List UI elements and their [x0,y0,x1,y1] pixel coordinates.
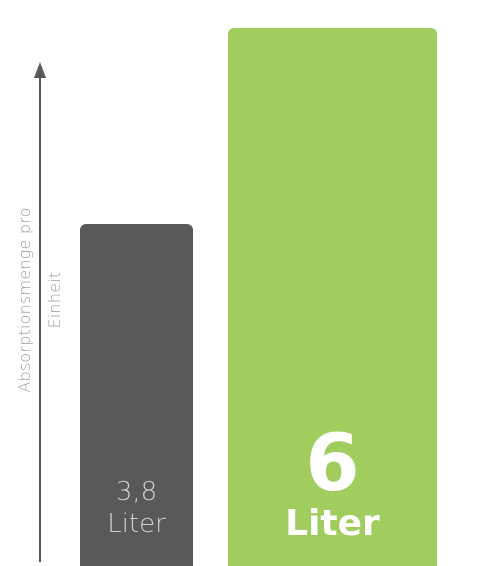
y-axis-title: Absorptionsmenge pro Einheit [15,207,64,392]
bar-2-unit-text: Liter [285,503,380,544]
bar-1-data-label: 3,8 Liter [80,476,193,540]
bar-2 [228,27,437,566]
bar-2-data-label: 6 Liter [228,424,437,544]
bar-1-value-text: 3,8 [115,477,158,507]
y-axis-arrow-icon [34,62,46,78]
y-axis-title-line-1: Absorptionsmenge pro [15,207,34,393]
bar-2-value-text: 6 [305,419,360,509]
y-axis-title-line-2: Einheit [45,271,64,329]
bar-1 [80,223,193,566]
bar-1-unit-text: Liter [107,509,166,539]
